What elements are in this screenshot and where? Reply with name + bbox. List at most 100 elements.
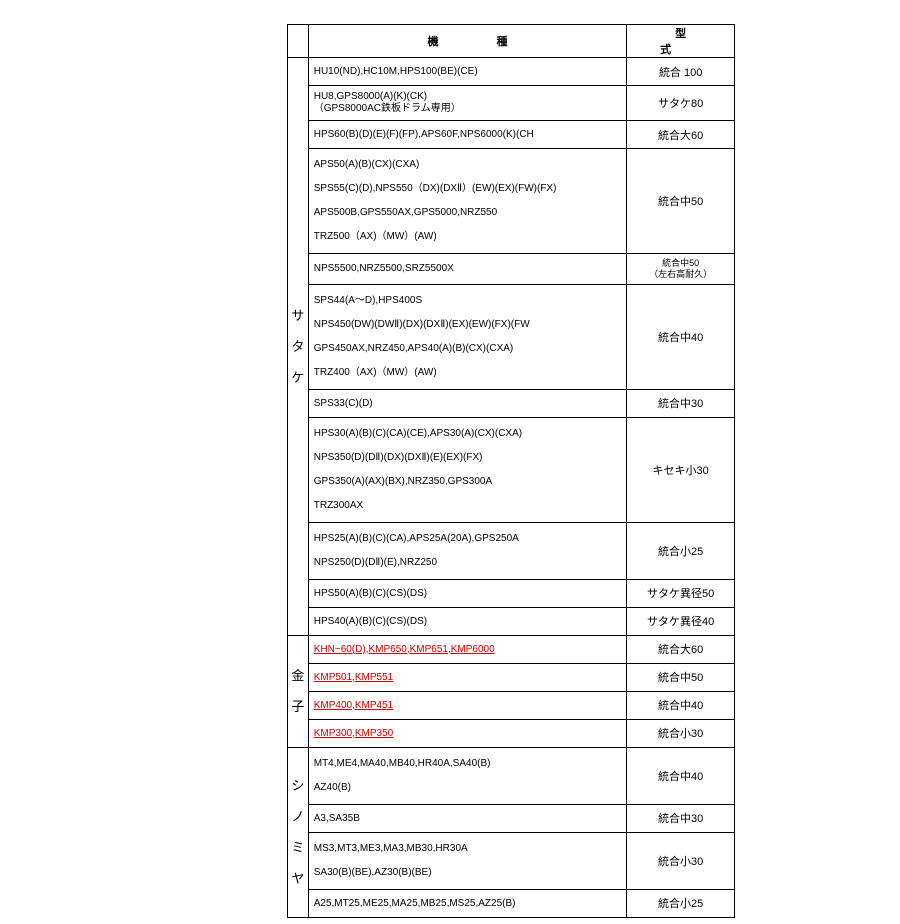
machine-text: HU10(ND),HC10M,HPS100(BE)(CE)	[314, 66, 478, 77]
model-text: サタケ80	[627, 91, 734, 115]
table-row: HPS30(A)(B)(C)(CA)(CE),APS30(A)(CX)(CXA)…	[288, 417, 735, 522]
table-row: KMP501,KMP551統合中50	[288, 663, 735, 691]
table-row: 金子KHN−60(D),KMP650,KMP651,KMP6000統合大60	[288, 635, 735, 663]
table-row: MS3,MT3,ME3,MA3,MB30,HR30A SA30(B)(BE),AZ…	[288, 832, 735, 889]
model-text: 統合大60	[627, 123, 734, 147]
maker-label: 金子	[288, 635, 309, 747]
machine-cell: KMP300,KMP350	[308, 719, 627, 747]
header-row: 機種 型式	[288, 25, 735, 58]
model-cell: 統合小30	[627, 719, 735, 747]
machine-link[interactable]: KMP501,KMP551	[314, 672, 394, 683]
machine-cell: MS3,MT3,ME3,MA3,MB30,HR30A SA30(B)(BE),AZ…	[308, 832, 627, 889]
machine-text: HU8,GPS8000(A)(K)(CK)	[314, 91, 427, 102]
model-cell: サタケ80	[627, 86, 735, 121]
table-row: SPS44(A～D),HPS400SNPS450(DW)(DWⅡ)(DX)(DX…	[288, 284, 735, 389]
table-row: HPS60(B)(D)(E)(F)(FP),APS60F,NPS6000(K)(…	[288, 121, 735, 149]
machine-text: HPS60(B)(D)(E)(F)(FP),APS60F,NPS6000(K)(…	[314, 129, 534, 140]
model-cell: 統合大60	[627, 635, 735, 663]
model-text: 統合中30	[627, 391, 734, 415]
machine-cell: HPS40(A)(B)(C)(CS)(DS)	[308, 607, 627, 635]
machine-text: TRZ400（AX)（MW）(AW)	[314, 367, 437, 378]
machine-text: SA30(B)(BE),AZ30(B)(BE)	[314, 867, 432, 878]
machine-text: SPS33(C)(D)	[314, 398, 373, 409]
machine-text: AZ40(B)	[314, 782, 351, 793]
model-text: サタケ異径50	[627, 581, 734, 605]
machine-cell: KMP501,KMP551	[308, 663, 627, 691]
model-text: 統合 100	[627, 60, 734, 84]
model-cell: 統合 100	[627, 58, 735, 86]
machine-cell: MT4,ME4,MA40,MB40,HR40A,SA40(B) AZ40(B)	[308, 747, 627, 804]
machine-cell: NPS5500,NRZ5500,SRZ5500X	[308, 254, 627, 285]
machine-cell: SPS33(C)(D)	[308, 389, 627, 417]
model-cell: 統合小25	[627, 522, 735, 579]
table-row: KMP300,KMP350 統合小30	[288, 719, 735, 747]
machine-cell: HPS60(B)(D)(E)(F)(FP),APS60F,NPS6000(K)(…	[308, 121, 627, 149]
maker-label: シノミヤ	[288, 747, 309, 917]
machine-text: A25,MT25,ME25,MA25,MB25,MS25,AZ25(B)	[314, 898, 516, 909]
model-cell: サタケ異径40	[627, 607, 735, 635]
table-row: A3,SA35B 統合中30	[288, 804, 735, 832]
machine-text: APS50(A)(B)(CX)(CXA)	[314, 159, 420, 170]
table-row: NPS5500,NRZ5500,SRZ5500X 統合中50（左右高耐久）	[288, 254, 735, 285]
model-text: キセキ小30	[627, 458, 734, 482]
machine-cell: HU10(ND),HC10M,HPS100(BE)(CE)	[308, 58, 627, 86]
machine-text: TRZ500（AX)（MW）(AW)	[314, 231, 437, 242]
spec-table: 機種 型式 サタケ HU10(ND),HC10M,HPS100(BE)(CE) 統合…	[287, 24, 735, 918]
model-cell: 統合中30	[627, 804, 735, 832]
model-cell: 統合小30	[627, 832, 735, 889]
table-row: HPS40(A)(B)(C)(CS)(DS) サタケ異径40	[288, 607, 735, 635]
machine-text: HPS30(A)(B)(C)(CA)(CE),APS30(A)(CX)(CXA)	[314, 428, 522, 439]
machine-cell: KMP400,KMP451	[308, 691, 627, 719]
machine-text: NPS350(D)(DⅡ)(DX)(DXⅡ)(E)(EX)(FX)	[314, 452, 483, 463]
model-cell: 統合小25	[627, 889, 735, 917]
machine-link[interactable]: KMP300,KMP350	[314, 728, 394, 739]
table-row: HPS25(A)(B)(C)(CA),APS25A(20A),GPS250ANP…	[288, 522, 735, 579]
model-text: 統合中30	[627, 806, 734, 830]
machine-text: APS500B,GPS550AX,GPS5000,NRZ550	[314, 207, 497, 218]
model-text: 統合大60	[627, 637, 734, 661]
machine-text: NPS5500,NRZ5500,SRZ5500X	[314, 263, 454, 274]
header-blank	[288, 25, 309, 58]
header-machine: 機種	[308, 25, 627, 58]
table-row: サタケHU10(ND),HC10M,HPS100(BE)(CE)統合 100	[288, 58, 735, 86]
machine-text: GPS350(A)(AX)(BX),NRZ350,GPS300A	[314, 476, 492, 487]
machine-text: NPS450(DW)(DWⅡ)(DX)(DXⅡ)(EX)(EW)(FX)(FW	[314, 319, 530, 330]
model-text: 統合小25	[627, 891, 734, 915]
machine-text: GPS450AX,NRZ450,APS40(A)(B)(CX)(CXA)	[314, 343, 514, 354]
model-text: 統合中40	[627, 764, 734, 788]
model-cell: 統合中40	[627, 747, 735, 804]
machine-cell: A25,MT25,ME25,MA25,MB25,MS25,AZ25(B)	[308, 889, 627, 917]
machine-text: MS3,MT3,ME3,MA3,MB30,HR30A	[314, 843, 468, 854]
header-model: 型式	[627, 25, 735, 58]
machine-text: MT4,ME4,MA40,MB40,HR40A,SA40(B)	[314, 758, 491, 769]
machine-cell: A3,SA35B	[308, 804, 627, 832]
maker-label: サタケ	[288, 58, 309, 636]
model-cell: キセキ小30	[627, 417, 735, 522]
table-row: HPS50(A)(B)(C)(CS)(DS) サタケ異径50	[288, 579, 735, 607]
model-cell: サタケ異径50	[627, 579, 735, 607]
model-text: サタケ異径40	[627, 609, 734, 633]
model-text: 統合小30	[627, 849, 734, 873]
model-text: 統合中40	[627, 693, 734, 717]
machine-link[interactable]: KHN−60(D),KMP650,KMP651,KMP6000	[314, 644, 495, 655]
machine-text: SPS55(C)(D),NPS550（DX)(DXⅡ）(EW)(EX)(FW)(…	[314, 183, 557, 194]
machine-cell: HU8,GPS8000(A)(K)(CK)（GPS8000AC鉄板ドラム専用）	[308, 86, 627, 121]
model-cell: 統合中40	[627, 691, 735, 719]
model-cell: 統合中30	[627, 389, 735, 417]
machine-text: A3,SA35B	[314, 813, 360, 824]
table-row: APS50(A)(B)(CX)(CXA) SPS55(C)(D),NPS550（D…	[288, 149, 735, 254]
machine-text: HPS50(A)(B)(C)(CS)(DS)	[314, 588, 427, 599]
table-row: SPS33(C)(D) 統合中30	[288, 389, 735, 417]
table-row: A25,MT25,ME25,MA25,MB25,MS25,AZ25(B) 統合小2…	[288, 889, 735, 917]
table-row: シノミヤMT4,ME4,MA40,MB40,HR40A,SA40(B)AZ40(…	[288, 747, 735, 804]
model-text: 統合小30	[627, 721, 734, 745]
machine-cell: HPS25(A)(B)(C)(CA),APS25A(20A),GPS250ANP…	[308, 522, 627, 579]
machine-link[interactable]: KMP400,KMP451	[314, 700, 394, 711]
model-text: 統合小25	[627, 539, 734, 563]
machine-cell: SPS44(A～D),HPS400SNPS450(DW)(DWⅡ)(DX)(DX…	[308, 284, 627, 389]
machine-cell: HPS50(A)(B)(C)(CS)(DS)	[308, 579, 627, 607]
model-cell: 統合中50（左右高耐久）	[627, 254, 735, 285]
machine-text: （GPS8000AC鉄板ドラム専用）	[314, 103, 461, 114]
machine-cell: KHN−60(D),KMP650,KMP651,KMP6000	[308, 635, 627, 663]
machine-text: HPS40(A)(B)(C)(CS)(DS)	[314, 616, 427, 627]
